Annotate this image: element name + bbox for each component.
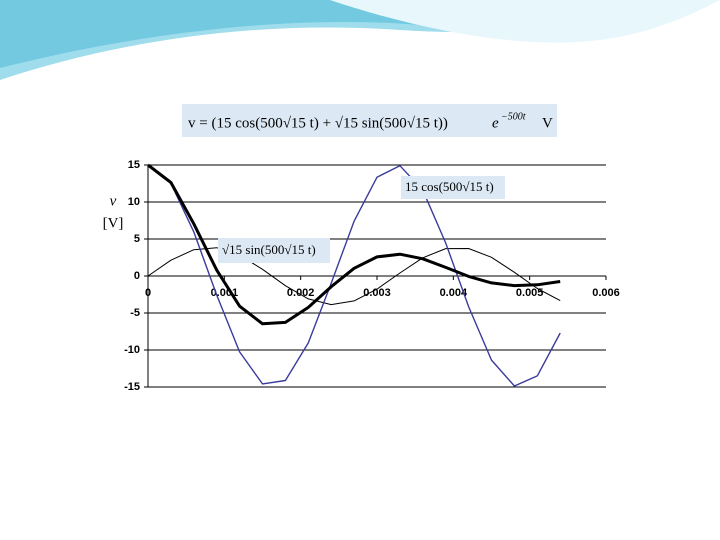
- x-tick-label: 0.004: [440, 287, 468, 299]
- equation: v = (15 cos(500√15 t) + √15 sin(500√15 t…: [188, 115, 448, 131]
- x-tick-label: 0.003: [363, 287, 391, 299]
- y-tick-label: -10: [124, 344, 140, 356]
- equation-box: [182, 104, 557, 137]
- y-tick-label: -15: [124, 381, 140, 393]
- x-tick-label: 0: [145, 287, 151, 299]
- series-line: [147, 247, 561, 306]
- y-tick-label: 10: [128, 196, 140, 208]
- annotation-box: [218, 238, 330, 263]
- y-label: v: [110, 193, 117, 209]
- equation-factor: e: [492, 115, 499, 131]
- x-tick-label: 0.006: [592, 287, 620, 299]
- annotation: √15 sin(500√15 t): [222, 242, 316, 257]
- y-label: [V]: [103, 215, 124, 231]
- y-tick-label: -5: [130, 307, 140, 319]
- series-line: [147, 164, 561, 387]
- y-tick-label: 15: [128, 159, 140, 171]
- x-tick-label: 0.002: [287, 287, 315, 299]
- y-tick-label: 5: [134, 233, 140, 245]
- x-tick-label: 0.005: [516, 287, 544, 299]
- y-tick-label: 0: [134, 270, 140, 282]
- equation-exponent: −500t: [501, 111, 526, 122]
- equation-unit: V: [542, 115, 553, 131]
- annotation: 15 cos(500√15 t): [405, 179, 494, 194]
- annotation-box: [401, 176, 505, 199]
- series-line: [147, 163, 561, 326]
- decor-wave: [330, 0, 720, 43]
